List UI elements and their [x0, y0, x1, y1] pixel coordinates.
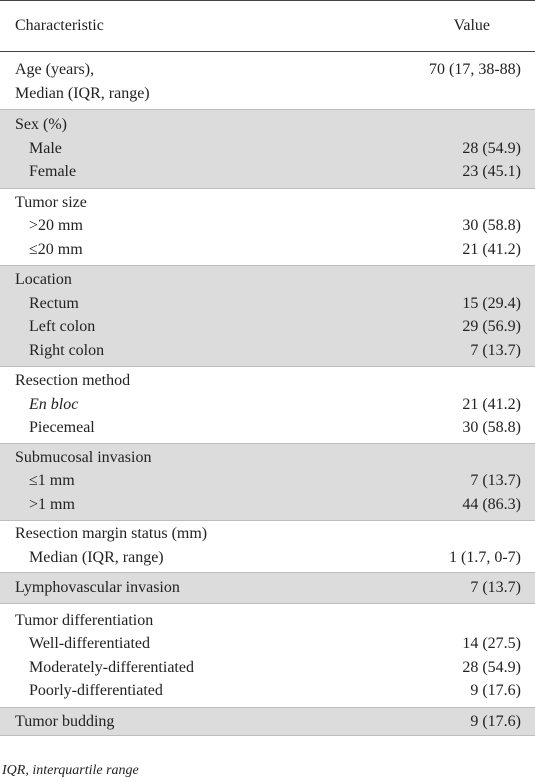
row-value: 21 (41.2)	[462, 240, 521, 258]
row-value: 30 (58.8)	[462, 419, 521, 436]
row-label: Tumor differentiation	[15, 611, 154, 629]
table-row: >20 mm 30 (58.8)	[0, 214, 535, 238]
table-row: ≤20 mm 21 (41.2)	[0, 238, 535, 262]
table-group: Resection method En bloc 21 (41.2) Piecemea…	[0, 367, 535, 444]
table-row: Submucosal invasion	[0, 446, 535, 470]
table-group: Sex (%) Male 28 (54.9) Female 23 (45.1)	[0, 110, 535, 189]
row-value: 23 (45.1)	[462, 163, 521, 180]
row-label: Piecemeal	[29, 419, 95, 436]
row-value: 29 (56.9)	[462, 318, 521, 335]
table-row: Tumor differentiation	[0, 609, 535, 633]
table-group: Location Rectum 15 (29.4) Left colon 29 (56.…	[0, 266, 535, 367]
row-value: 9 (17.6)	[470, 682, 521, 699]
table-row: >1 mm 44 (86.3)	[0, 493, 535, 517]
table-row: Rectum 15 (29.4)	[0, 292, 535, 316]
row-value: 30 (58.8)	[462, 217, 521, 234]
table-group: Lymphovascular invasion 7 (13.7)	[0, 573, 535, 604]
table-row: Lymphovascular invasion 7 (13.7)	[0, 576, 535, 600]
row-value: 7 (13.7)	[470, 341, 521, 359]
table-row: Tumor budding 9 (17.6)	[0, 710, 535, 734]
characteristics-table: Characteristic Value Age (years), 70 (17,…	[0, 0, 535, 736]
row-label: Female	[29, 163, 77, 180]
table-row: Resection method	[0, 369, 535, 393]
table-group: Tumor budding 9 (17.6)	[0, 707, 535, 736]
table-row: Tumor size	[0, 191, 535, 215]
row-label: Submucosal invasion	[15, 448, 152, 466]
row-label: Median (IQR, range)	[15, 84, 150, 102]
row-label: ≤20 mm	[29, 240, 83, 258]
table-row: Age (years), 70 (17, 38-88)	[0, 58, 535, 82]
table-row: Right colon 7 (13.7)	[0, 339, 535, 363]
table-row: Location	[0, 268, 535, 292]
row-label: Moderately-differentiated	[29, 658, 194, 676]
row-label: Right colon	[29, 341, 105, 359]
table-row: Poorly-differentiated 9 (17.6)	[0, 679, 535, 703]
table-row: Resection margin status (mm)	[0, 522, 535, 546]
table-row: Well-differentiated 14 (27.5)	[0, 632, 535, 656]
row-label: >20 mm	[29, 217, 83, 234]
row-label: ≤1 mm	[29, 472, 75, 489]
row-value: 7 (13.7)	[470, 472, 521, 489]
table-row: Male 28 (54.9)	[0, 137, 535, 161]
footnote: IQR, interquartile range	[2, 763, 139, 778]
row-label: Poorly-differentiated	[29, 682, 163, 699]
table-group: Tumor differentiation Well-differentiated…	[0, 604, 535, 708]
row-value: 14 (27.5)	[462, 635, 521, 652]
table-row: Female 23 (45.1)	[0, 160, 535, 184]
row-label: Location	[15, 271, 72, 288]
table-group: Resection margin status (mm) Median (IQR,…	[0, 521, 535, 573]
row-label: Left colon	[29, 318, 96, 335]
row-label: Rectum	[29, 294, 79, 312]
table-group: Tumor size >20 mm 30 (58.8) ≤20 mm 21 (41.2)	[0, 189, 535, 266]
header-characteristic: Characteristic	[15, 17, 104, 34]
row-value: 15 (29.4)	[462, 294, 521, 312]
row-label: Sex (%)	[15, 116, 67, 133]
table-row: Median (IQR, range) 1 (1.7, 0-7)	[0, 546, 535, 570]
row-value: 28 (54.9)	[462, 139, 521, 157]
row-label: Lymphovascular invasion	[15, 579, 180, 596]
table-row: Moderately-differentiated 28 (54.9)	[0, 656, 535, 680]
table-row: En bloc 21 (41.2)	[0, 393, 535, 417]
table-row: Sex (%)	[0, 113, 535, 137]
row-label: Age (years),	[15, 61, 95, 78]
row-label: Male	[29, 139, 62, 157]
header-value: Value	[453, 17, 490, 34]
row-label: Well-differentiated	[29, 635, 151, 652]
row-value: 1 (1.7, 0-7)	[449, 548, 521, 566]
row-label: Tumor budding	[15, 712, 115, 730]
row-label: Resection margin status (mm)	[15, 525, 208, 542]
table-row: Median (IQR, range)	[0, 82, 535, 106]
table-group: Submucosal invasion ≤1 mm 7 (13.7) >1 mm 44 …	[0, 443, 535, 521]
table-row: Piecemeal 30 (58.8)	[0, 416, 535, 440]
row-label: Resection method	[15, 372, 131, 389]
row-value: 7 (13.7)	[470, 579, 521, 596]
row-label: En bloc	[29, 395, 79, 413]
row-value: 9 (17.6)	[470, 712, 521, 730]
row-value: 28 (54.9)	[462, 658, 521, 676]
table-row: Left colon 29 (56.9)	[0, 315, 535, 339]
table-row: ≤1 mm 7 (13.7)	[0, 469, 535, 493]
row-label: Tumor size	[15, 193, 87, 211]
row-value: 44 (86.3)	[462, 495, 521, 513]
row-value: 70 (17, 38-88)	[429, 61, 521, 78]
row-label: >1 mm	[29, 495, 75, 513]
table-group: Age (years), 70 (17, 38-88) Median (IQR, r…	[0, 52, 535, 110]
table-body: Age (years), 70 (17, 38-88) Median (IQR, r…	[0, 52, 535, 736]
row-value: 21 (41.2)	[462, 395, 521, 413]
table-header: Characteristic Value	[0, 0, 535, 52]
row-label: Median (IQR, range)	[29, 548, 164, 566]
